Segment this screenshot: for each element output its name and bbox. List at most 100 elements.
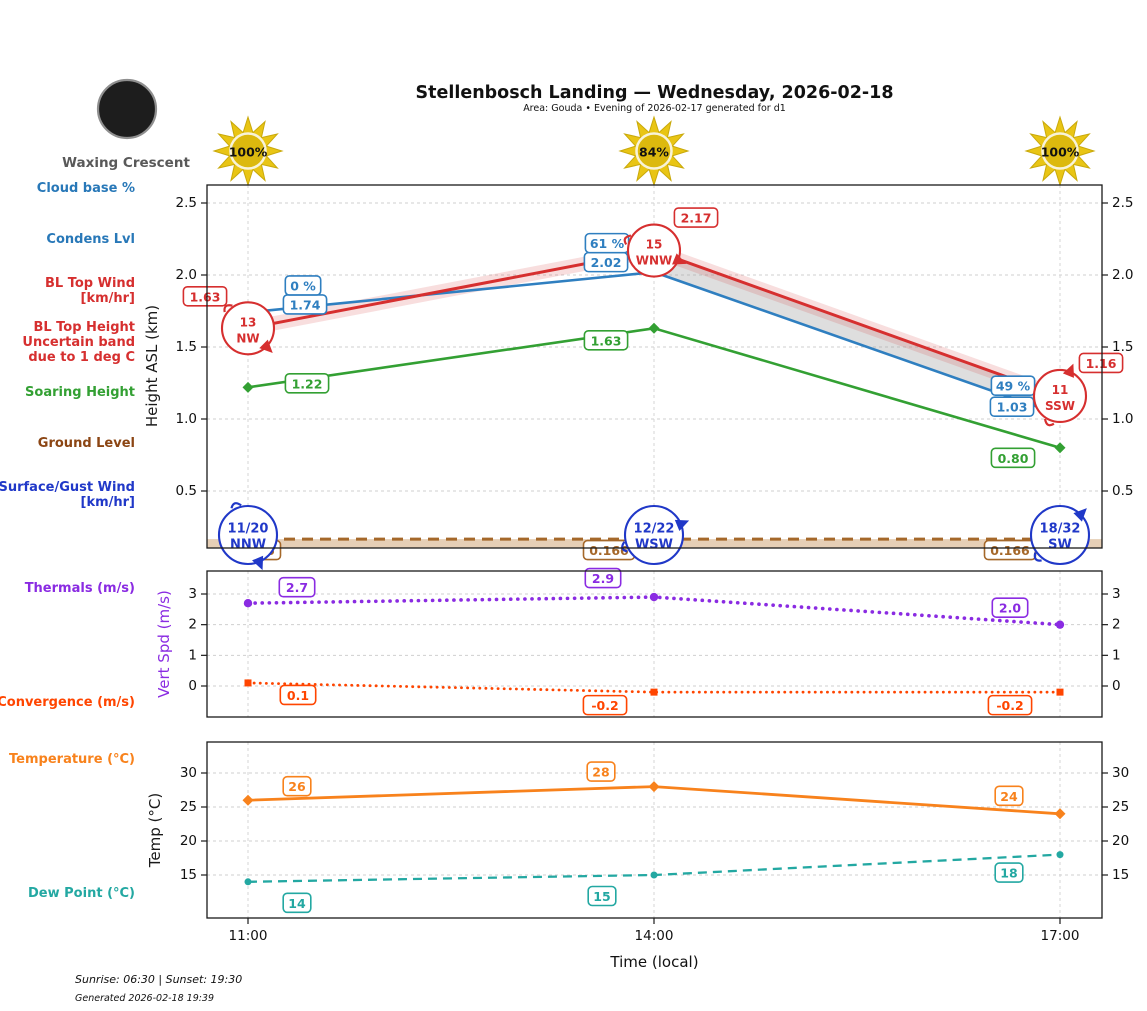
y-axis-label-temp: Temp (°C) bbox=[146, 792, 164, 868]
value-label-text: -0.2 bbox=[591, 698, 618, 713]
value-label: 2.17 bbox=[673, 207, 719, 228]
value-label-box bbox=[1078, 352, 1124, 374]
y-tick-label: 3 bbox=[188, 586, 197, 602]
value-label-text: 49 % bbox=[996, 379, 1031, 394]
value-label-text: 0 % bbox=[290, 278, 316, 293]
series-legend-labels: Cloud base % Condens Lvl BL Top Wind [km/hr… bbox=[0, 0, 135, 1011]
value-label-box bbox=[990, 375, 1036, 396]
y-tick-label: 1.0 bbox=[176, 411, 197, 427]
value-label-box bbox=[282, 775, 312, 797]
temp-panel: 26 28 24 14 15 18 15 15 20 20 25 25 30 30 bbox=[180, 741, 1129, 924]
marker-square bbox=[1056, 688, 1064, 696]
wind-arrow-head bbox=[672, 253, 687, 265]
series-label-bl-top-wind: BL Top Wind [km/hr] bbox=[45, 276, 135, 306]
value-label-text: 1.63 bbox=[591, 333, 622, 348]
x-tick-label: 17:00 bbox=[1040, 928, 1080, 944]
series-label-line: Temperature (°C) bbox=[9, 752, 135, 767]
wind-arrow-head bbox=[674, 519, 690, 531]
y-tick-label: 25 bbox=[1112, 799, 1129, 815]
marker-circle bbox=[243, 598, 253, 608]
value-label-box bbox=[673, 207, 719, 228]
wind-arrow-head bbox=[259, 339, 273, 354]
value-label: -0.2 bbox=[582, 694, 628, 716]
y-tick-label: 0.5 bbox=[1112, 483, 1133, 499]
sun-disc bbox=[1041, 132, 1079, 170]
marker-diamond bbox=[242, 381, 254, 393]
bl-top-wind-indicator-speed: 11 bbox=[1052, 383, 1069, 397]
value-label-box bbox=[987, 694, 1033, 716]
series-label-line: Ground Level bbox=[37, 436, 135, 451]
value-label: 1.03 bbox=[989, 396, 1035, 417]
value-label-text: -0.2 bbox=[996, 698, 1023, 713]
sun-icon: 100% bbox=[212, 115, 284, 187]
value-label-text: 61 % bbox=[590, 236, 625, 251]
wind-arrow-head bbox=[252, 555, 264, 571]
marker-square bbox=[244, 679, 252, 687]
value-label: 0 % bbox=[284, 275, 322, 296]
value-label-text: 2.0 bbox=[999, 601, 1021, 616]
series-label-thermals-m-s-: Thermals (m/s) bbox=[25, 581, 135, 596]
value-label-box bbox=[994, 862, 1024, 883]
marker-diamond bbox=[242, 794, 254, 806]
marker-circle bbox=[649, 592, 659, 602]
surface-wind-indicator-arrow bbox=[230, 502, 242, 509]
y-tick-label: 2.5 bbox=[1112, 195, 1133, 211]
series-label-line: Condens Lvl bbox=[46, 232, 135, 247]
wind-arrow-head bbox=[1073, 508, 1087, 522]
value-label: 14 bbox=[282, 892, 312, 914]
value-label-box bbox=[284, 275, 322, 296]
series-label-line: BL Top Height bbox=[33, 320, 135, 335]
value-label-text: 2.17 bbox=[681, 211, 712, 226]
moon-phase-label: Waxing Crescent bbox=[62, 155, 190, 171]
sun-disc bbox=[229, 132, 267, 170]
value-label-box bbox=[990, 447, 1036, 469]
surface-wind-indicator-circle bbox=[623, 504, 685, 566]
vertspd-panel: 2.7 2.9 2.0 0.1 -0.2 -0.2 0 0 1 1 2 2 3 3 bbox=[188, 567, 1121, 718]
value-label: 2.0 bbox=[991, 597, 1029, 618]
axes-frame bbox=[206, 184, 1103, 549]
value-label-text: 26 bbox=[288, 779, 306, 794]
series-line-convergence-m-s- bbox=[246, 681, 1062, 694]
value-label: 18 bbox=[994, 862, 1024, 883]
value-label-text: 18 bbox=[1000, 866, 1017, 881]
bl-top-wind-indicator-direction: SSW bbox=[1045, 399, 1075, 413]
sun-coverage-pct: 100% bbox=[229, 145, 268, 160]
bl-top-wind-indicator-arrow bbox=[623, 234, 632, 246]
y-tick-label: 15 bbox=[180, 867, 197, 883]
value-label: 49 % bbox=[990, 375, 1036, 396]
surface-wind-indicator-direction: SW bbox=[1048, 538, 1072, 553]
value-label-box bbox=[282, 892, 312, 914]
sun-coverage-pct: 100% bbox=[1041, 145, 1080, 160]
y-tick-label: 1 bbox=[1112, 647, 1121, 663]
series-label-temperature-c-: Temperature (°C) bbox=[9, 752, 135, 767]
bl-top-wind-indicator-direction: NW bbox=[236, 331, 259, 345]
sun-icon: 100% bbox=[1024, 115, 1096, 187]
series-label-line: Dew Point (°C) bbox=[28, 886, 135, 901]
wind-arrow-tail bbox=[1033, 552, 1042, 562]
cloud-layer-band bbox=[654, 250, 1060, 415]
value-label: 2.02 bbox=[583, 251, 629, 273]
series-label-bl-top-height: BL Top Height Uncertain band due to 1 deg … bbox=[22, 320, 135, 365]
value-label-text: 28 bbox=[592, 765, 609, 780]
value-label-box bbox=[182, 285, 228, 307]
series-label-line: [km/hr] bbox=[80, 495, 136, 510]
value-label-box bbox=[989, 396, 1035, 417]
bl-top-wind-indicator-circle bbox=[220, 301, 276, 356]
series-label-line: BL Top Wind bbox=[45, 276, 135, 291]
series-label-line: [km/hr] bbox=[80, 291, 136, 306]
value-label-text: 1.03 bbox=[997, 400, 1028, 415]
surface-wind-indicator-direction: NNW bbox=[230, 538, 266, 553]
page-subtitle: Area: Gouda • Evening of 2026-02-17 gene… bbox=[523, 103, 786, 114]
y-tick-label: 15 bbox=[1112, 867, 1129, 883]
series-label-dew-point-c-: Dew Point (°C) bbox=[28, 886, 135, 901]
y-tick-label: 2 bbox=[188, 617, 197, 633]
series-label-line: Thermals (m/s) bbox=[24, 581, 135, 596]
series-label-line: Convergence (m/s) bbox=[0, 695, 135, 710]
sun-disc bbox=[635, 132, 673, 170]
y-tick-label: 2.0 bbox=[1112, 267, 1133, 283]
value-label: 2.9 bbox=[584, 567, 622, 589]
surface-wind-indicator-circle bbox=[217, 504, 279, 566]
wind-arrow-head bbox=[1062, 363, 1074, 378]
